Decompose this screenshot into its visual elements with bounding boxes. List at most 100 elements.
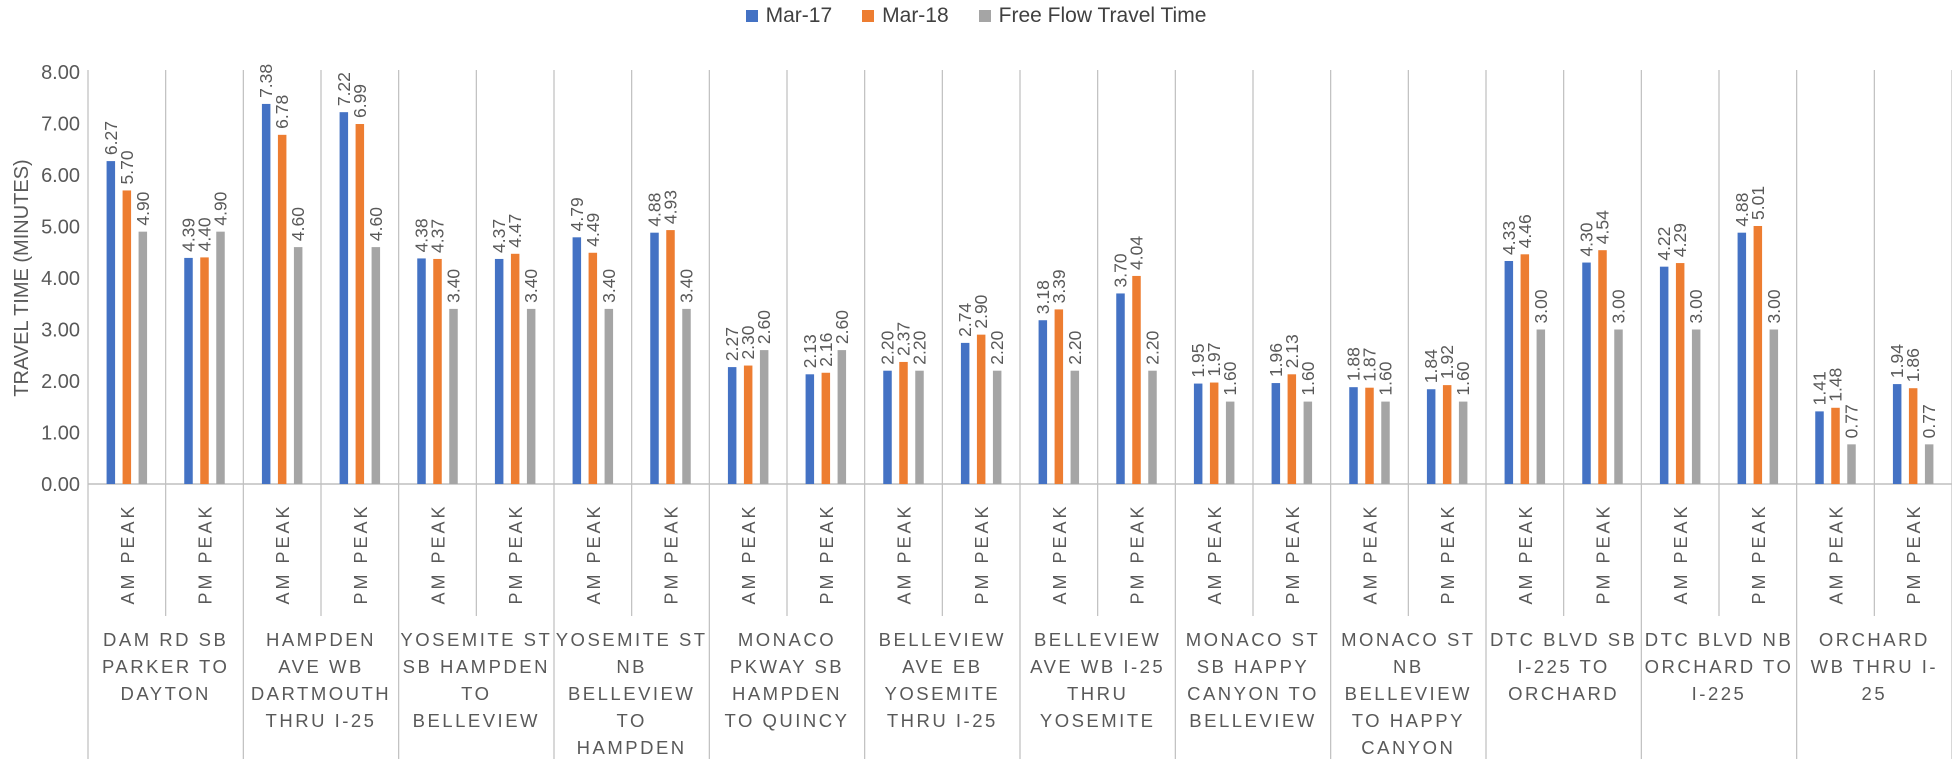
data-label-1: 3.39: [1049, 269, 1069, 303]
bar-2: [1303, 401, 1313, 484]
bar-0: [1426, 389, 1436, 484]
group-label-line: YOSEMITE ST: [400, 629, 552, 650]
bar-0: [1504, 261, 1514, 484]
group-label-line: WB THRU I-: [1811, 656, 1938, 677]
data-label-1: 4.37: [428, 219, 448, 253]
category-label: PM PEAK: [1283, 503, 1303, 604]
group-label-line: YOSEMITE ST: [556, 629, 708, 650]
bar-2: [1924, 444, 1934, 484]
group-label-line: ORCHARD: [1508, 683, 1619, 704]
data-label-0: 2.13: [800, 334, 820, 368]
bar-2: [837, 350, 847, 484]
legend-label-mar18: Mar-18: [882, 4, 949, 27]
bar-1: [1598, 250, 1607, 484]
group-label-line: THRU I-25: [887, 710, 998, 731]
category-label: AM PEAK: [273, 503, 293, 604]
category-label: AM PEAK: [1205, 503, 1225, 604]
chart-legend: Mar-17 Mar-18 Free Flow Travel Time: [0, 4, 1952, 28]
data-label-2: 2.60: [754, 310, 774, 344]
category-label: AM PEAK: [429, 503, 449, 604]
data-label-0: 4.30: [1577, 222, 1597, 256]
bar-2: [1847, 444, 1856, 484]
category-label: PM PEAK: [196, 503, 216, 604]
bar-0: [1892, 384, 1902, 484]
data-label-0: 2.74: [955, 303, 975, 337]
group-label-line: I-225 TO: [1517, 656, 1609, 677]
bar-0: [261, 103, 271, 485]
category-label: AM PEAK: [1827, 503, 1847, 604]
group-label-line: BELLEVIEW: [879, 629, 1006, 650]
group-label-line: YOSEMITE: [1040, 710, 1156, 731]
bar-1: [1132, 275, 1141, 484]
bar-1: [433, 258, 442, 484]
data-label-2: 2.20: [987, 330, 1007, 364]
group-label-line: DAM RD SB: [103, 629, 228, 650]
group-label-line: AVE EB: [902, 656, 982, 677]
data-label-2: 2.20: [1143, 330, 1163, 364]
data-label-0: 1.41: [1810, 371, 1830, 405]
category-label: PM PEAK: [506, 503, 526, 604]
bar-2: [1614, 329, 1623, 484]
bar-1: [1442, 385, 1452, 484]
bar-0: [572, 237, 582, 484]
bar-2: [526, 308, 536, 484]
bar-2: [216, 231, 225, 484]
category-label: AM PEAK: [1050, 503, 1070, 604]
group-label-line: BELLEVIEW: [413, 710, 540, 731]
group-label-line: DAYTON: [120, 683, 210, 704]
data-label-1: 4.47: [505, 214, 525, 248]
group-label-line: AVE WB I-25: [1030, 656, 1165, 677]
group-label-line: I-225: [1692, 683, 1747, 704]
bar-2: [371, 247, 381, 484]
bar-1: [510, 253, 520, 484]
group-label-line: SB HAPPY: [1197, 656, 1310, 677]
y-tick-label: 3.00: [41, 320, 80, 342]
bar-1: [1209, 382, 1219, 484]
bar-0: [184, 257, 193, 484]
group-label-line: DARTMOUTH: [251, 683, 391, 704]
y-tick-label: 5.00: [41, 217, 80, 239]
group-label-line: NB: [1393, 656, 1424, 677]
y-tick-label: 7.00: [41, 114, 80, 136]
bar-0: [650, 232, 659, 484]
bar-0: [1038, 320, 1048, 484]
bar-1: [122, 190, 132, 484]
bar-2: [992, 370, 1002, 484]
bar-1: [976, 334, 986, 484]
bar-1: [1753, 225, 1763, 485]
category-label: AM PEAK: [584, 503, 604, 604]
data-label-2: 4.60: [288, 207, 308, 241]
group-label-line: NB: [616, 656, 647, 677]
y-tick-label: 6.00: [41, 165, 80, 187]
data-label-1: 2.16: [816, 333, 836, 367]
bar-2: [1458, 401, 1468, 484]
bar-0: [1815, 411, 1824, 484]
category-label: PM PEAK: [1594, 503, 1614, 604]
data-label-1: 6.78: [272, 95, 292, 129]
bar-2: [1148, 370, 1157, 484]
group-label-line: THRU: [1067, 683, 1128, 704]
group-label-line: PKWAY SB: [730, 656, 844, 677]
data-label-2: 3.40: [677, 269, 697, 303]
data-label-2: 3.40: [599, 269, 619, 303]
bar-1: [588, 252, 598, 484]
data-label-1: 6.99: [350, 84, 370, 118]
data-label-0: 4.88: [645, 193, 665, 227]
category-label: PM PEAK: [972, 503, 992, 604]
group-label-line: MONACO: [738, 629, 836, 650]
bar-0: [1116, 293, 1125, 484]
category-label: PM PEAK: [1749, 503, 1769, 604]
data-label-2: 1.60: [1220, 361, 1240, 395]
group-label-line: MONACO ST: [1186, 629, 1321, 650]
category-label: PM PEAK: [1128, 503, 1148, 604]
y-tick-label: 8.00: [41, 62, 80, 84]
group-label-line: HAMPDEN: [577, 737, 687, 758]
category-label: AM PEAK: [895, 503, 915, 604]
group-label-line: BELLEVIEW: [1345, 683, 1472, 704]
data-label-2: 4.90: [211, 191, 231, 225]
bar-0: [1737, 232, 1747, 484]
bar-2: [915, 370, 924, 484]
category-label: PM PEAK: [1904, 503, 1924, 604]
data-label-1: 5.01: [1748, 186, 1768, 220]
